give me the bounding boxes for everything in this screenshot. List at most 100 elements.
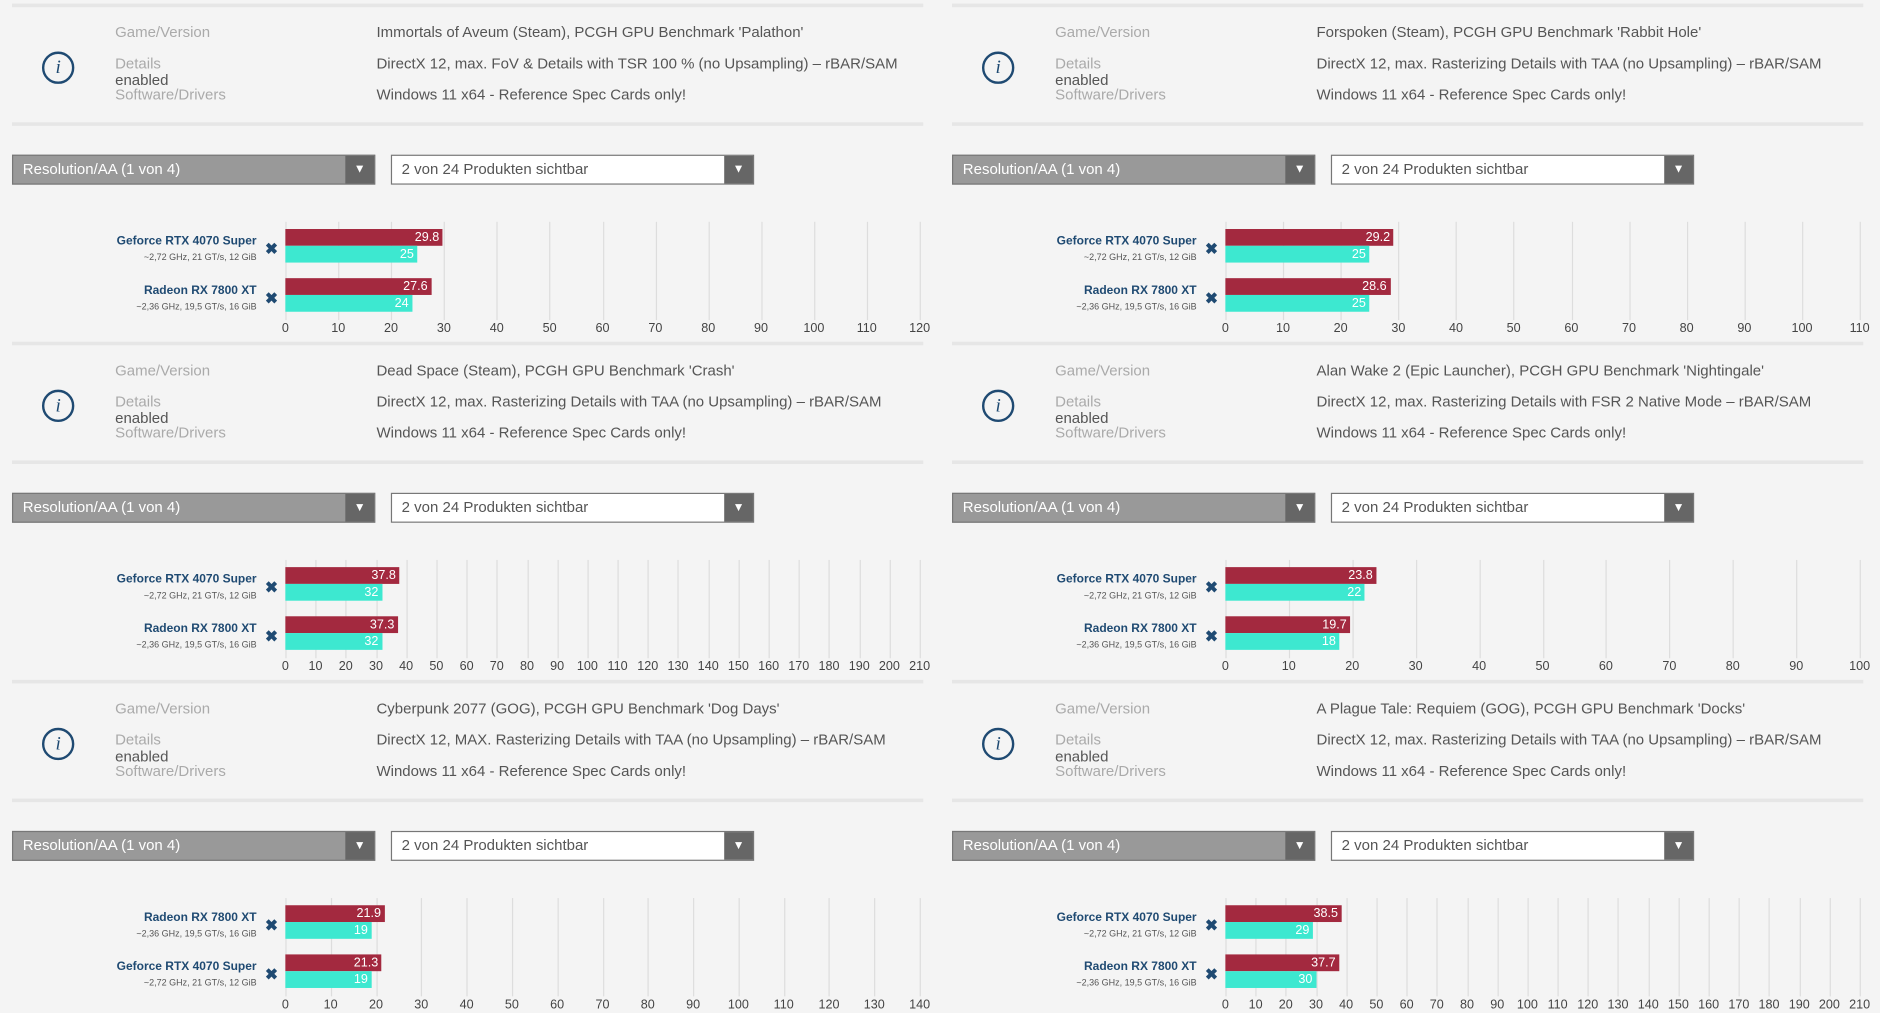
chevron-down-icon[interactable]: ▼ <box>1285 832 1315 860</box>
products-dropdown[interactable]: 2 von 24 Produkten sichtbar ▼ <box>390 492 755 523</box>
benchmark-panel: i Game/Version A Plague Tale: Requiem (GOG… <box>952 676 1870 1013</box>
remove-product-icon[interactable]: ✖ <box>1204 627 1219 646</box>
gridline <box>1415 559 1417 659</box>
resolution-dropdown[interactable]: Resolution/AA (1 von 4) ▼ <box>952 154 1316 185</box>
chevron-down-icon[interactable]: ▼ <box>724 832 753 860</box>
gridline <box>708 559 710 659</box>
chevron-down-icon[interactable]: ▼ <box>724 155 753 184</box>
info-icon: i <box>41 727 75 761</box>
gridline <box>1527 898 1529 997</box>
info-icon: i <box>981 51 1015 84</box>
chevron-down-icon[interactable]: ▼ <box>1664 493 1693 522</box>
bar-low-fps: 30 <box>1225 971 1316 988</box>
x-tick-label: 150 <box>1667 997 1689 1012</box>
gridline <box>647 898 649 997</box>
gridline <box>919 221 921 321</box>
products-dropdown[interactable]: 2 von 24 Produkten sichtbar ▼ <box>390 830 755 861</box>
benchmark-panel: i Game/Version Immortals of Aveum (Steam),… <box>11 0 930 338</box>
gridline <box>1315 898 1318 997</box>
product-name: Radeon RX 7800 XT <box>143 911 257 925</box>
x-tick-label: 50 <box>1369 997 1384 1012</box>
product-spec: ~2,72 GHz, 21 GT/s, 12 GiB <box>143 977 257 988</box>
dropdown-value: Resolution/AA (1 von 4) <box>962 160 1121 178</box>
benchmark-panel: i Game/Version Dead Space (Steam), PCGH GP… <box>11 338 930 676</box>
info-value: DirectX 12, MAX. Rasterizing Details wit… <box>115 731 886 765</box>
info-label: Details <box>1055 55 1101 72</box>
remove-product-icon[interactable]: ✖ <box>264 627 279 646</box>
info-row-details: Details DirectX 12, max. Rasterizing Deta… <box>1055 55 1863 89</box>
x-tick-label: 170 <box>1728 997 1750 1012</box>
bar-low-fps: 19 <box>285 971 372 988</box>
resolution-dropdown[interactable]: Resolution/AA (1 von 4) ▼ <box>11 830 376 861</box>
gridline <box>1340 221 1342 321</box>
bar-low-fps: 19 <box>285 922 372 939</box>
x-tick-label: 80 <box>1725 659 1740 674</box>
info-label: Software/Drivers <box>115 762 226 780</box>
x-tick-label: 80 <box>701 321 716 336</box>
gridline <box>1799 898 1801 997</box>
remove-product-icon[interactable]: ✖ <box>1204 577 1219 596</box>
x-tick-label: 120 <box>637 659 659 674</box>
products-dropdown[interactable]: 2 von 24 Produkten sichtbar ▼ <box>1330 154 1695 185</box>
remove-product-icon[interactable]: ✖ <box>1204 965 1219 984</box>
chevron-down-icon[interactable]: ▼ <box>1285 155 1315 184</box>
gridline <box>1255 898 1257 997</box>
remove-product-icon[interactable]: ✖ <box>1204 916 1219 935</box>
chevron-down-icon[interactable]: ▼ <box>724 493 753 522</box>
remove-product-icon[interactable]: ✖ <box>1204 239 1219 258</box>
chevron-down-icon[interactable]: ▼ <box>345 155 375 184</box>
x-tick-label: 0 <box>281 321 289 336</box>
resolution-dropdown[interactable]: Resolution/AA (1 von 4) ▼ <box>952 492 1316 523</box>
x-tick-label: 80 <box>519 659 534 674</box>
x-tick-label: 0 <box>281 997 289 1012</box>
products-dropdown[interactable]: 2 von 24 Produkten sichtbar ▼ <box>1330 830 1695 861</box>
gridline <box>693 898 695 997</box>
gridline <box>496 221 498 321</box>
gridline <box>738 898 740 997</box>
resolution-dropdown[interactable]: Resolution/AA (1 von 4) ▼ <box>11 154 376 185</box>
info-value: Immortals of Aveum (Steam), PCGH GPU Ben… <box>376 23 804 41</box>
info-row-game: Game/Version Alan Wake 2 (Epic Launcher),… <box>1055 362 1764 379</box>
remove-product-icon[interactable]: ✖ <box>264 965 279 984</box>
remove-product-icon[interactable]: ✖ <box>1204 288 1219 307</box>
x-tick-label: 120 <box>818 997 840 1012</box>
chevron-down-icon[interactable]: ▼ <box>1664 832 1693 860</box>
chevron-down-icon[interactable]: ▼ <box>345 493 375 522</box>
bar-average-fps: 37.8 <box>285 567 400 584</box>
x-tick-label: 130 <box>1607 997 1629 1012</box>
x-tick-label: 110 <box>773 997 794 1012</box>
chevron-down-icon[interactable]: ▼ <box>1285 493 1315 522</box>
gridline <box>617 559 619 659</box>
remove-product-icon[interactable]: ✖ <box>264 916 279 935</box>
resolution-dropdown[interactable]: Resolution/AA (1 von 4) ▼ <box>11 492 376 523</box>
info-row-details: Details DirectX 12, max. Rasterizing Deta… <box>115 393 923 427</box>
x-tick-label: 90 <box>550 659 565 674</box>
product-name: Geforce RTX 4070 Super <box>1056 911 1197 925</box>
info-icon: i <box>981 727 1015 761</box>
bar-chart: 0 10 20 30 40 50 60 70 80 90 100 110 Geforce RTX 407… <box>952 221 1870 338</box>
resolution-dropdown[interactable]: Resolution/AA (1 von 4) ▼ <box>952 830 1316 861</box>
x-tick-label: 190 <box>848 659 870 674</box>
gridline <box>1406 898 1408 997</box>
info-label: Game/Version <box>1055 23 1151 41</box>
x-tick-label: 120 <box>1577 997 1599 1012</box>
chevron-down-icon[interactable]: ▼ <box>1664 155 1693 184</box>
bar-chart: 0 10 20 30 40 50 60 70 80 90 100 110 120 Geforce RTX … <box>12 221 930 338</box>
x-tick-label: 30 <box>1391 321 1406 336</box>
gridline <box>1859 898 1861 997</box>
products-dropdown[interactable]: 2 von 24 Produkten sichtbar ▼ <box>390 154 755 185</box>
gridline <box>1605 559 1608 659</box>
x-tick-label: 40 <box>399 659 414 674</box>
products-dropdown[interactable]: 2 von 24 Produkten sichtbar ▼ <box>1330 492 1695 523</box>
info-value: Windows 11 x64 - Reference Spec Cards on… <box>1316 86 1627 104</box>
product-spec: ~2,36 GHz, 19,5 GT/s, 16 GiB <box>136 300 257 312</box>
dropdown-value: Resolution/AA (1 von 4) <box>22 160 181 178</box>
remove-product-icon[interactable]: ✖ <box>264 577 279 596</box>
bar-low-fps: 24 <box>285 294 413 312</box>
chevron-down-icon[interactable]: ▼ <box>345 832 375 860</box>
x-tick-label: 50 <box>542 321 557 336</box>
bar-average-fps: 23.8 <box>1225 567 1377 584</box>
remove-product-icon[interactable]: ✖ <box>264 239 279 258</box>
bar-chart: 0 10 20 30 40 50 60 70 80 90 100 110 120 130 140 150 160… <box>952 898 1870 1013</box>
remove-product-icon[interactable]: ✖ <box>264 288 279 307</box>
